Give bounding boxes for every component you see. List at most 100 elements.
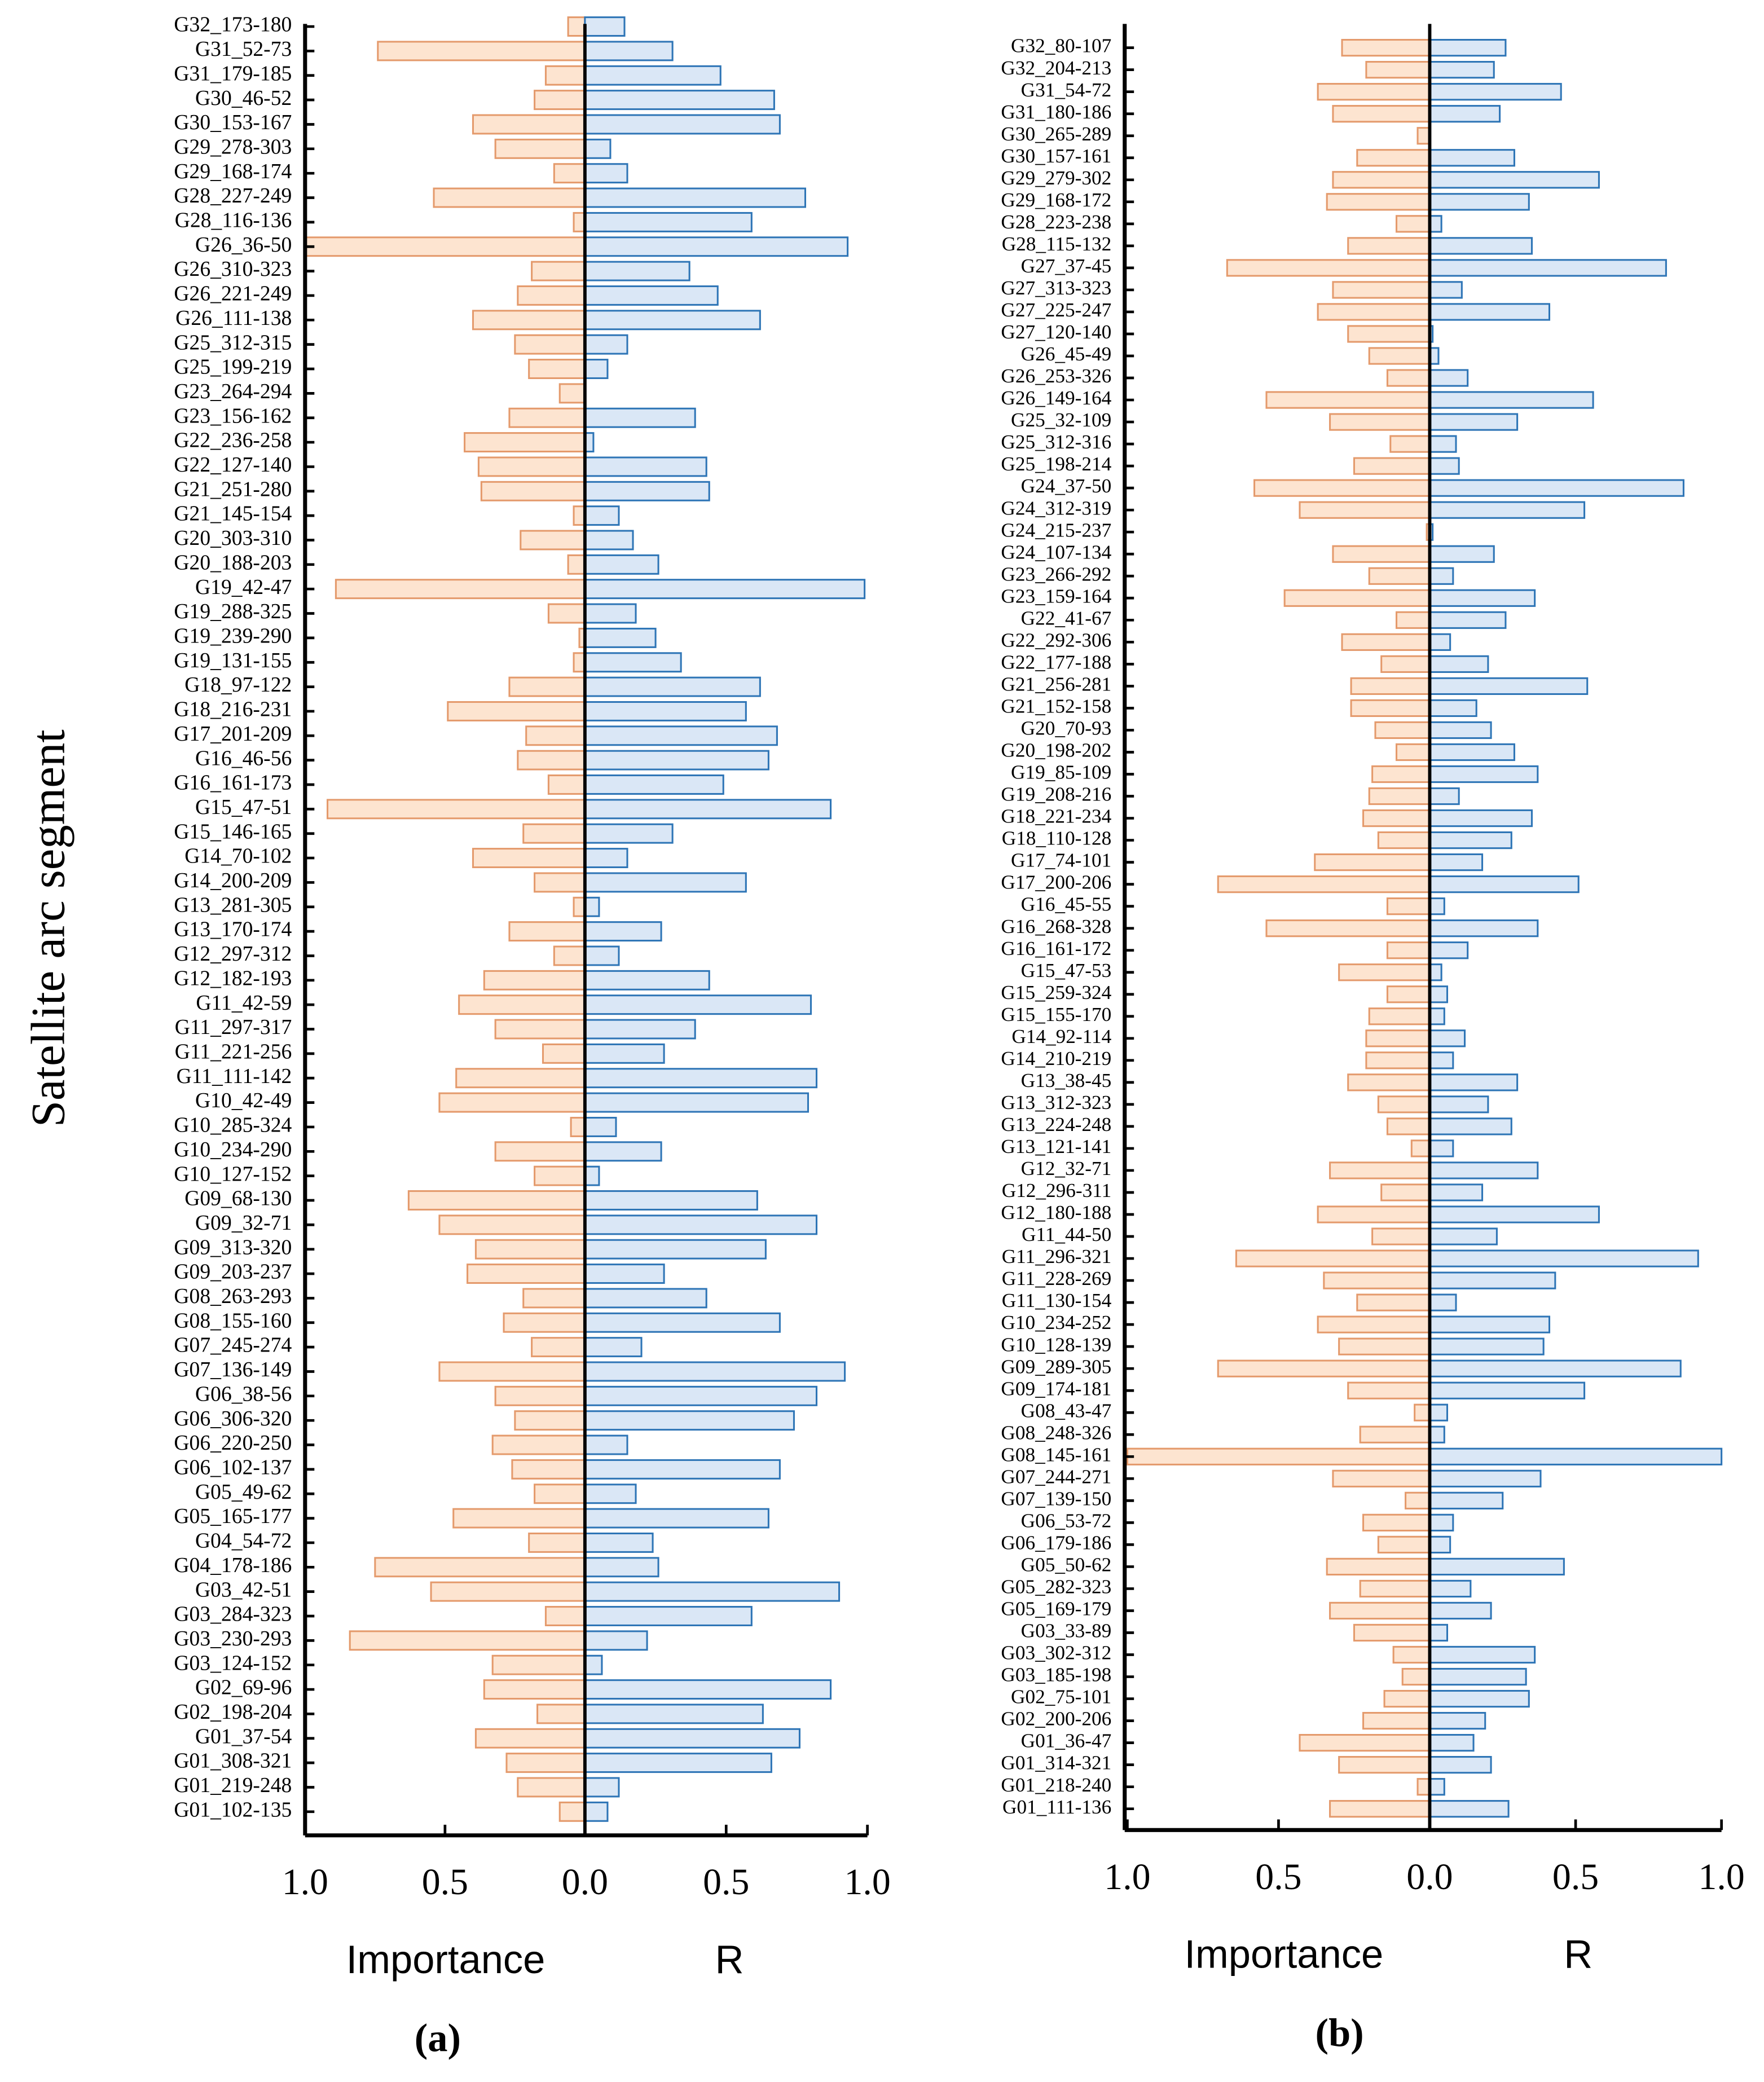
r-bar xyxy=(584,1019,696,1040)
category-label: G05_169-179 xyxy=(1001,1598,1111,1620)
importance-bar xyxy=(508,921,586,942)
importance-bar xyxy=(1317,303,1431,321)
importance-bar xyxy=(558,1801,586,1822)
category-label: G16_161-172 xyxy=(1001,937,1111,959)
category-label: G18_97-122 xyxy=(184,673,292,697)
category-label: G26_45-49 xyxy=(1021,343,1112,365)
r-bar xyxy=(1428,919,1539,937)
importance-bar xyxy=(438,1361,586,1382)
importance-bar xyxy=(531,1337,586,1358)
category-label: G26_111-138 xyxy=(175,306,292,330)
category-label: G10_234-290 xyxy=(174,1138,292,1161)
category-label: G19_239-290 xyxy=(174,624,292,648)
category-label: G13_281-305 xyxy=(174,893,292,917)
category-label: G22_292-306 xyxy=(1001,629,1111,651)
r-bar xyxy=(584,1239,767,1260)
importance-bar xyxy=(1386,985,1431,1003)
importance-bar xyxy=(1329,1601,1431,1620)
importance-bar xyxy=(1299,1733,1431,1752)
category-label: G01_37-54 xyxy=(195,1724,292,1748)
category-label: G29_168-174 xyxy=(174,160,292,183)
category-label: G18_216-231 xyxy=(174,698,292,721)
r-bar xyxy=(584,1337,643,1358)
importance-bar xyxy=(326,799,586,820)
category-label: G23_266-292 xyxy=(1001,563,1111,585)
category-label: G14_200-209 xyxy=(174,869,292,892)
category-label: G17_200-206 xyxy=(1001,871,1111,893)
r-bar xyxy=(1428,501,1586,519)
importance-bar xyxy=(433,187,586,208)
category-label: G24_107-134 xyxy=(1001,541,1111,563)
r-bar xyxy=(584,1484,637,1504)
importance-bar xyxy=(1253,479,1431,497)
r-bar xyxy=(584,16,626,37)
category-label: G23_264-294 xyxy=(174,380,292,403)
category-label: G08_155-160 xyxy=(174,1309,292,1332)
r-label: R xyxy=(715,1937,744,1982)
importance-bar xyxy=(1332,171,1431,189)
category-label: G29_279-302 xyxy=(1001,167,1111,189)
category-label: G31_52-73 xyxy=(195,37,292,61)
category-label: G03_185-198 xyxy=(1001,1664,1111,1686)
importance-bar xyxy=(1347,325,1431,343)
importance-bar xyxy=(438,1092,586,1113)
r-bar xyxy=(584,1264,665,1284)
r-bar xyxy=(1428,1029,1466,1047)
r-bar xyxy=(584,1704,764,1724)
importance-bar xyxy=(508,676,586,697)
importance-bar xyxy=(520,530,586,551)
importance-bar xyxy=(1332,281,1431,299)
importance-bar xyxy=(570,1116,586,1137)
category-label: G05_50-62 xyxy=(1021,1554,1112,1576)
r-bar xyxy=(584,1190,758,1211)
importance-label: Importance xyxy=(1184,1932,1383,1977)
category-label: G32_80-107 xyxy=(1011,35,1111,57)
importance-bar xyxy=(472,310,586,331)
r-bar xyxy=(584,1654,603,1675)
r-bar xyxy=(584,334,628,355)
importance-bar xyxy=(1362,1513,1431,1532)
category-label: G11_297-317 xyxy=(175,1015,292,1039)
r-bar xyxy=(584,1141,662,1162)
importance-bar xyxy=(1350,699,1431,718)
r-bar xyxy=(1428,633,1451,651)
r-bar xyxy=(1428,1447,1723,1465)
importance-bar xyxy=(472,114,586,135)
category-label: G32_204-213 xyxy=(1001,57,1111,79)
r-bar xyxy=(584,945,620,966)
category-label: G16_46-56 xyxy=(195,746,292,770)
category-label: G03_42-51 xyxy=(195,1578,292,1601)
category-label: G28_227-249 xyxy=(174,184,292,208)
r-bar xyxy=(1428,1293,1457,1311)
category-label: G28_223-238 xyxy=(1001,211,1111,233)
importance-bar xyxy=(452,1508,586,1529)
r-bar xyxy=(1428,875,1580,893)
category-label: G01_102-135 xyxy=(174,1798,292,1821)
category-label: G11_228-269 xyxy=(1002,1267,1112,1289)
r-bar xyxy=(1428,457,1460,475)
importance-bar xyxy=(534,1484,586,1504)
category-label: G07_245-274 xyxy=(174,1333,292,1357)
importance-bar xyxy=(1347,237,1431,255)
x-tick-label: 0.5 xyxy=(1255,1856,1301,1898)
category-label: G09_289-305 xyxy=(1001,1355,1111,1377)
category-label: G06_220-250 xyxy=(174,1431,292,1455)
r-bar xyxy=(584,799,832,820)
r-bar xyxy=(584,481,710,501)
r-bar xyxy=(584,261,690,281)
category-label: G27_120-140 xyxy=(1001,321,1111,343)
r-bar xyxy=(584,1385,818,1406)
importance-bar xyxy=(514,1410,586,1431)
category-label: G18_110-128 xyxy=(1002,827,1112,849)
r-bar xyxy=(584,1165,600,1186)
importance-bar xyxy=(573,896,586,917)
importance-bar xyxy=(1386,941,1431,959)
category-label: G13_121-141 xyxy=(1001,1135,1111,1157)
importance-bar xyxy=(455,1068,586,1089)
r-bar xyxy=(584,1630,648,1651)
importance-bar xyxy=(503,1312,586,1333)
r-bar xyxy=(584,236,849,257)
importance-bar xyxy=(494,1141,586,1162)
r-bar xyxy=(584,530,634,551)
r-bar xyxy=(1428,237,1533,255)
